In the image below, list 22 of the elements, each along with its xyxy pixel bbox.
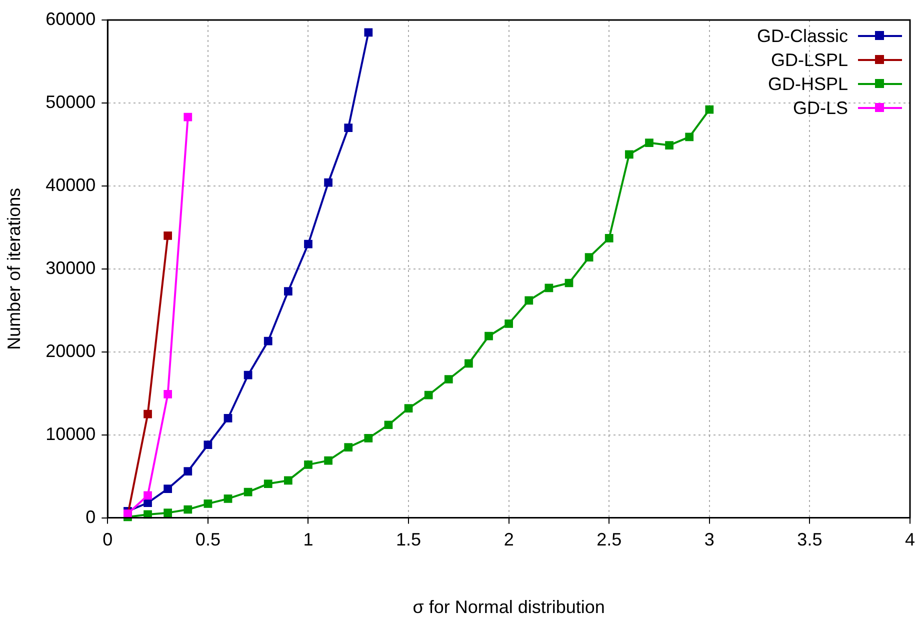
y-tick-label: 50000 <box>46 92 96 112</box>
legend-label: GD-Classic <box>756 26 848 46</box>
y-tick-label: 40000 <box>46 174 96 195</box>
y-axis-title: Number of iterations <box>4 188 24 350</box>
legend-label: GD-LS <box>792 98 848 118</box>
y-tick-label: 30000 <box>46 258 96 278</box>
legend-label: GD-HSPL <box>768 74 848 94</box>
x-tick-label: 0.5 <box>195 530 220 550</box>
y-tick-label: 0 <box>86 506 96 527</box>
x-tick-label: 2 <box>504 530 514 550</box>
x-tick-label: 1.5 <box>396 530 422 550</box>
x-axis-title: σ for Normal distribution <box>412 597 605 618</box>
x-tick-label: 3.5 <box>797 530 822 550</box>
y-tick-label: 60000 <box>46 8 96 29</box>
legend-label: GD-LSPL <box>770 50 848 70</box>
y-tick-label: 20000 <box>46 340 96 361</box>
x-tick-label: 0 <box>102 530 113 550</box>
x-tick-label: 2.5 <box>596 530 622 550</box>
x-tick-label: 4 <box>904 530 915 550</box>
x-tick-label: 3 <box>704 530 714 550</box>
x-tick-label: 1 <box>303 530 314 550</box>
y-tick-label: 10000 <box>46 424 96 444</box>
